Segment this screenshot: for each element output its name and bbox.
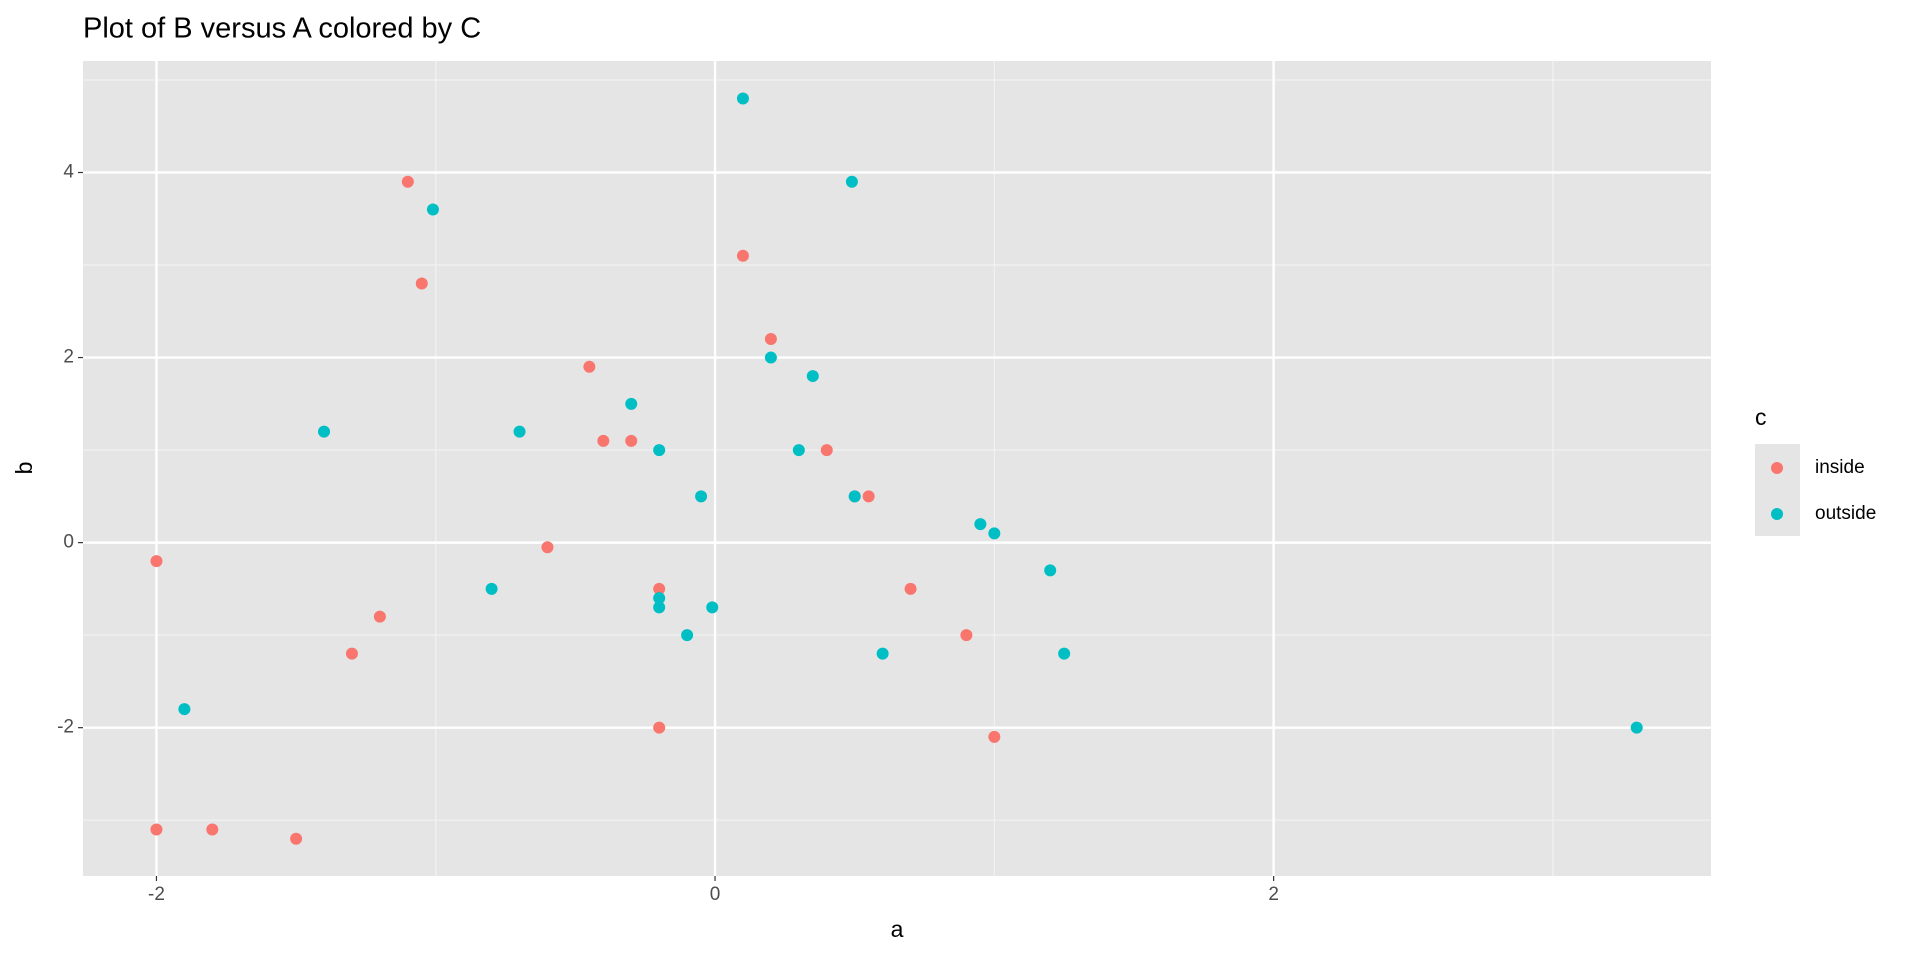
point <box>806 370 819 383</box>
y-tick-label: 2 <box>63 347 74 368</box>
point <box>904 582 917 595</box>
point <box>736 249 749 262</box>
y-tick-label: 0 <box>63 532 74 553</box>
point <box>988 527 1001 540</box>
legend-label: inside <box>1815 457 1865 478</box>
point <box>485 582 498 595</box>
point <box>653 721 666 734</box>
point <box>764 333 777 346</box>
point <box>415 277 428 290</box>
point <box>150 555 163 568</box>
point <box>541 541 554 554</box>
point <box>206 823 219 836</box>
y-tick-label: -2 <box>57 717 74 738</box>
point <box>988 730 1001 743</box>
point <box>625 434 638 447</box>
point <box>1630 721 1643 734</box>
point <box>681 629 694 642</box>
y-axis-label: b <box>11 462 37 475</box>
legend-marker <box>1771 508 1783 520</box>
point <box>401 175 414 188</box>
point <box>820 444 833 457</box>
point <box>764 351 777 364</box>
point <box>974 518 987 531</box>
point <box>706 601 719 614</box>
legend-title: c <box>1755 404 1767 430</box>
point <box>653 582 666 595</box>
point <box>862 490 875 503</box>
point <box>848 490 861 503</box>
point <box>513 425 526 438</box>
point <box>318 425 331 438</box>
x-tick-label: 2 <box>1268 884 1279 905</box>
point <box>695 490 708 503</box>
point <box>736 92 749 105</box>
point <box>1044 564 1057 577</box>
plot-panel <box>83 61 1711 876</box>
point <box>653 592 666 605</box>
point <box>597 434 610 447</box>
point <box>876 647 889 660</box>
legend-marker <box>1771 462 1783 474</box>
point <box>845 175 858 188</box>
point <box>1058 647 1071 660</box>
point <box>583 360 596 373</box>
x-axis-label: a <box>891 916 904 942</box>
point <box>290 832 303 845</box>
x-tick-label: -2 <box>148 884 165 905</box>
x-tick-label: 0 <box>710 884 721 905</box>
point <box>373 610 386 623</box>
legend-label: outside <box>1815 503 1876 524</box>
point <box>792 444 805 457</box>
point <box>653 444 666 457</box>
point <box>653 601 666 614</box>
point <box>625 397 638 410</box>
point <box>345 647 358 660</box>
point <box>426 203 439 216</box>
point <box>178 703 191 716</box>
point <box>960 629 973 642</box>
y-tick-label: 4 <box>63 162 74 183</box>
chart-title: Plot of B versus A colored by C <box>83 13 481 45</box>
legend-key-bg <box>1755 444 1800 536</box>
point <box>150 823 163 836</box>
